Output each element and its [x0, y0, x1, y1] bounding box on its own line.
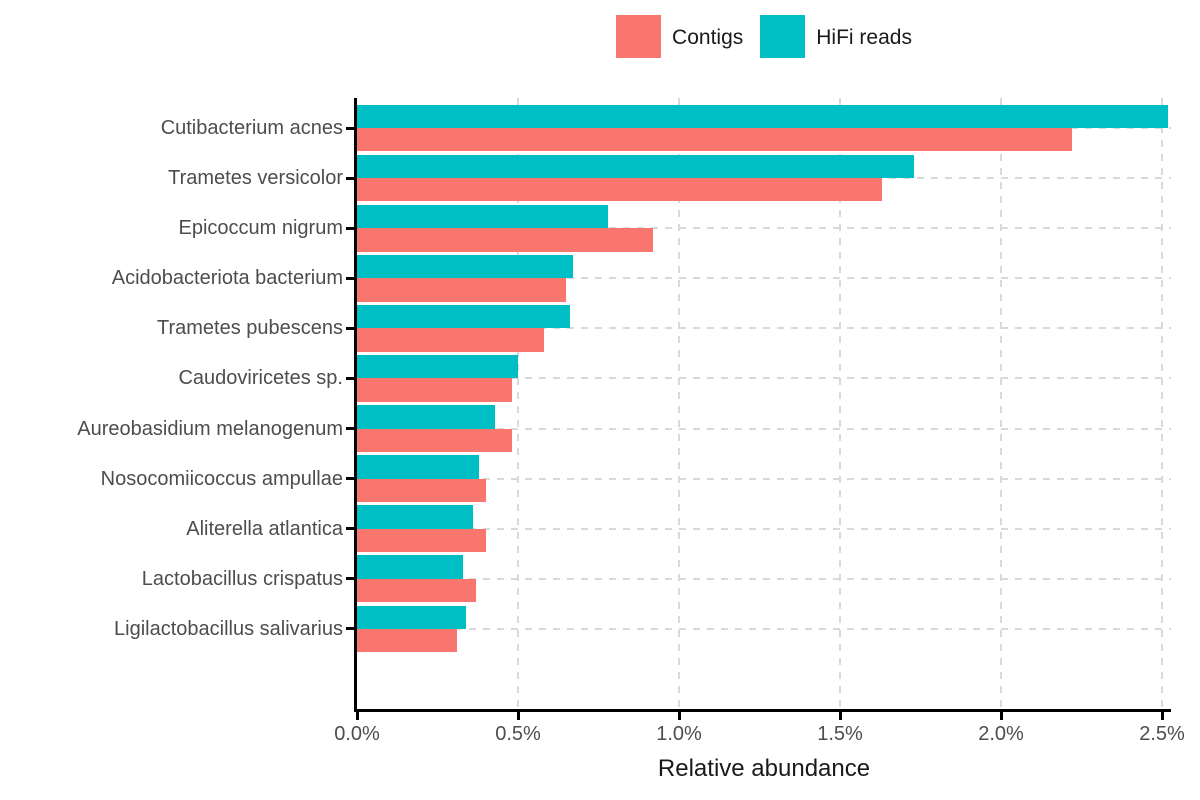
- legend-label: HiFi reads: [816, 25, 912, 49]
- x-axis-tick: [1160, 712, 1164, 720]
- category-label: Acidobacteriota bacterium: [111, 267, 343, 290]
- category-label: Ligilactobacillus salivarius: [114, 617, 343, 640]
- x-axis-tick: [999, 712, 1003, 720]
- y-axis-category-labels: Cutibacterium acnes Trametes versicolor Ep…: [0, 98, 343, 709]
- grid-line-vertical: [839, 98, 841, 709]
- x-axis-tick: [355, 712, 359, 720]
- x-axis-title: Relative abundance: [657, 755, 871, 782]
- grid-line-vertical: [517, 98, 519, 709]
- category-label: Lactobacillus crispatus: [141, 567, 343, 590]
- legend-swatch-contigs: [616, 14, 662, 58]
- grid-line-vertical: [1161, 98, 1163, 709]
- bar-contigs: [357, 228, 654, 252]
- grid-line-horizontal: [357, 377, 1171, 380]
- bar-hifi-reads: [357, 555, 464, 579]
- legend-label: Contigs: [672, 25, 744, 49]
- bar-hifi-reads: [357, 605, 467, 629]
- y-axis-tick: [346, 126, 354, 130]
- bar-hifi-reads: [357, 305, 570, 329]
- chart-panel: [346, 98, 1171, 720]
- bar-hifi-reads: [357, 405, 496, 429]
- x-axis-tick: [838, 712, 842, 720]
- bar-hifi-reads: [357, 355, 518, 379]
- x-axis-line: [354, 709, 1171, 712]
- legend-item: HiFi reads: [760, 14, 912, 58]
- grid-line-horizontal: [357, 527, 1171, 530]
- bar-hifi-reads: [357, 505, 473, 529]
- y-axis-tick: [346, 376, 354, 380]
- x-tick-label: 1.5%: [817, 723, 863, 745]
- grid-line-horizontal: [357, 427, 1171, 430]
- grid-line-horizontal: [357, 277, 1171, 280]
- y-axis-tick: [346, 527, 354, 531]
- y-axis-tick: [346, 427, 354, 431]
- bar-contigs: [357, 628, 457, 653]
- bar-contigs: [357, 378, 512, 402]
- bar-contigs: [357, 578, 477, 603]
- grid-line-horizontal: [357, 227, 1171, 230]
- y-axis-tick: [346, 226, 354, 230]
- category-label: Aureobasidium melanogenum: [77, 417, 343, 440]
- grid-line-horizontal: [357, 627, 1171, 630]
- bar-contigs: [357, 328, 544, 352]
- bar-hifi-reads: [357, 254, 573, 279]
- x-tick-label: 0.5%: [495, 723, 541, 745]
- category-label: Cutibacterium acnes: [160, 117, 343, 140]
- chart-legend: Contigs HiFi reads: [357, 12, 1171, 60]
- bar-contigs: [357, 528, 486, 552]
- grid-line-vertical: [1000, 98, 1002, 709]
- x-tick-label: 1.0%: [656, 723, 702, 745]
- y-axis-tick: [346, 627, 354, 631]
- x-axis-tick: [677, 712, 681, 720]
- bar-contigs: [357, 478, 486, 502]
- y-axis-tick: [346, 477, 354, 481]
- bar-hifi-reads: [357, 154, 915, 179]
- bar-contigs: [357, 178, 882, 202]
- grid-line-horizontal: [357, 577, 1171, 580]
- x-axis-tick: [516, 712, 520, 720]
- y-axis-tick: [346, 577, 354, 581]
- grid-line-horizontal: [357, 477, 1171, 480]
- grid-line-vertical: [678, 98, 680, 709]
- y-axis-line: [354, 98, 357, 712]
- category-label: Aliterella atlantica: [186, 517, 343, 540]
- y-axis-tick: [346, 276, 354, 280]
- bar-hifi-reads: [357, 455, 480, 479]
- bar-hifi-reads: [357, 104, 1169, 129]
- x-tick-label: 2.0%: [978, 723, 1024, 745]
- legend-item: Contigs: [616, 14, 744, 58]
- x-tick-label: 2.5%: [1139, 723, 1185, 745]
- x-tick-label: 0.0%: [334, 723, 380, 745]
- bar-contigs: [357, 128, 1072, 152]
- bar-contigs: [357, 278, 567, 302]
- x-axis-tick-labels: 0.0% 0.5% 1.0% 1.5% 2.0% 2.5%: [334, 723, 1185, 749]
- bar-contigs: [357, 428, 512, 452]
- grid-line-horizontal: [357, 327, 1171, 330]
- category-label: Nosocomiicoccus ampullae: [100, 467, 343, 490]
- bar-hifi-reads: [357, 204, 609, 229]
- category-label: Trametes versicolor: [168, 167, 343, 190]
- category-label: Caudoviricetes sp.: [178, 367, 343, 390]
- y-axis-tick: [346, 326, 354, 330]
- y-axis-tick: [346, 176, 354, 180]
- legend-swatch-hifi-reads: [760, 14, 806, 58]
- category-label: Trametes pubescens: [156, 317, 343, 340]
- category-label: Epicoccum nigrum: [178, 217, 343, 240]
